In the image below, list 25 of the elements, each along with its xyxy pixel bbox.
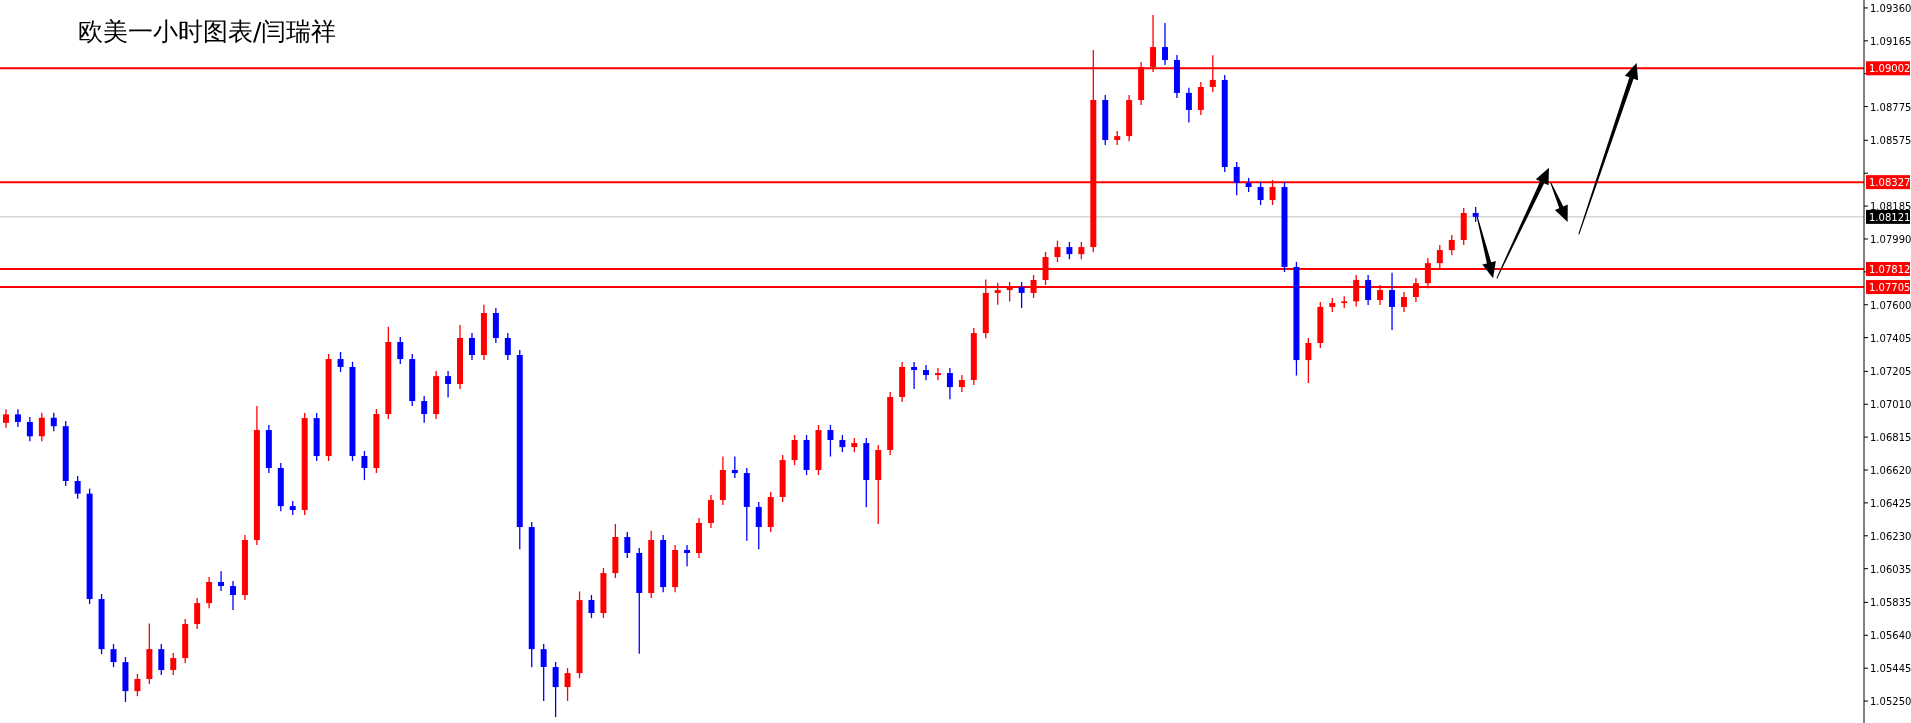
y-tick-label: 1.06815 <box>1870 432 1911 444</box>
y-tick-label: 1.06035 <box>1870 563 1911 575</box>
y-tick-label: 1.05835 <box>1870 597 1911 609</box>
y-tick-label: 1.05445 <box>1870 663 1911 675</box>
y-tick-label: 1.07990 <box>1870 233 1911 245</box>
ref-line-label: 1.07705 <box>1869 282 1911 294</box>
y-tick-label: 1.08575 <box>1870 135 1911 147</box>
y-tick-label: 1.07405 <box>1870 332 1911 344</box>
y-tick-label: 1.06620 <box>1870 465 1911 477</box>
text: 欧美一小时图表/闫瑞祥 <box>78 17 337 46</box>
ref-line-label: 1.07812 <box>1869 264 1911 275</box>
ref-line-label: 1.08121 <box>1869 211 1911 223</box>
y-tick-label: 1.05640 <box>1870 630 1911 642</box>
y-tick-label: 1.07600 <box>1870 299 1911 311</box>
y-tick-label: 1.09360 <box>1870 2 1911 14</box>
ref-line-label: 1.08327 <box>1869 177 1911 189</box>
y-tick-label: 1.07010 <box>1870 399 1911 411</box>
y-tick-label: 1.07205 <box>1870 366 1911 378</box>
y-tick-label: 1.06425 <box>1870 497 1911 509</box>
y-tick-label: 1.05250 <box>1870 696 1911 708</box>
y-tick-label: 1.06230 <box>1870 530 1911 542</box>
y-tick-label: 1.08775 <box>1870 101 1911 113</box>
y-tick-label: 1.09165 <box>1870 35 1911 47</box>
y-tick-label: 1.08185 <box>1870 201 1911 213</box>
ref-line-label: 1.09002 <box>1869 63 1911 75</box>
